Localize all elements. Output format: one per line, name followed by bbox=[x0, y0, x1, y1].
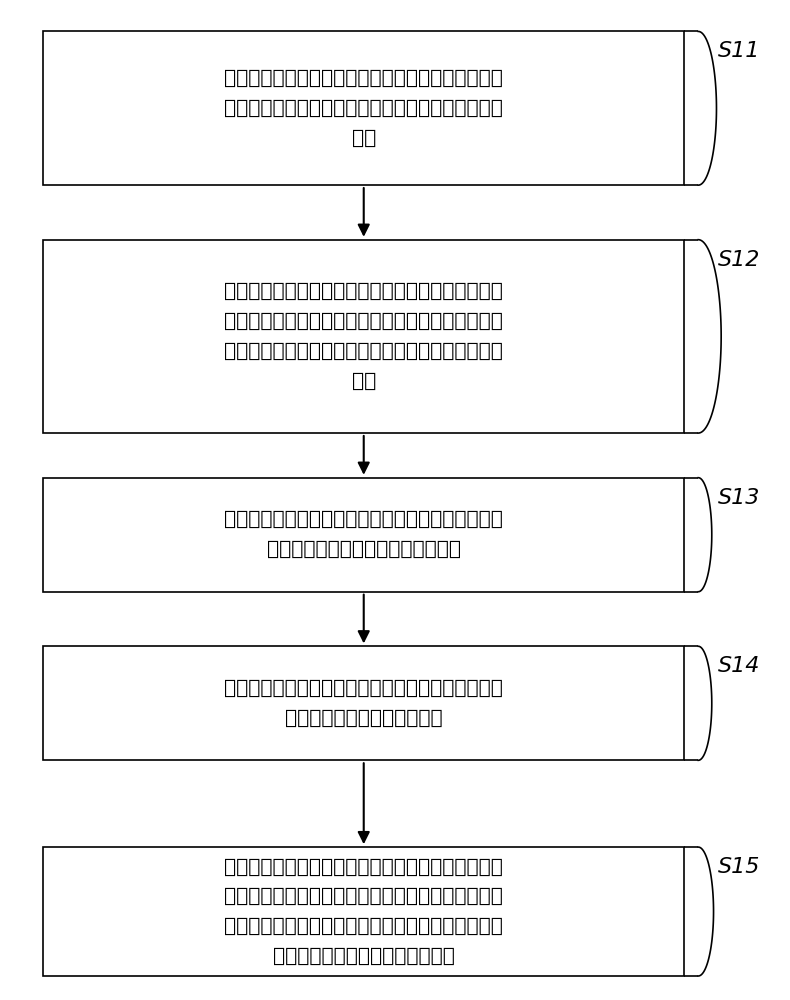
Text: 利用像素坐标数据集合以及机器人末端坐标数据集合: 利用像素坐标数据集合以及机器人末端坐标数据集合 bbox=[224, 510, 503, 529]
Bar bbox=[43, 646, 684, 760]
Text: 少三个点位，其中，相机通过相机夹具固定在机器人: 少三个点位，其中，相机通过相机夹具固定在机器人 bbox=[224, 99, 503, 118]
Text: 一对应的像素坐标数据集合以及机器人末端坐标数据: 一对应的像素坐标数据集合以及机器人末端坐标数据 bbox=[224, 342, 503, 361]
Text: 末端: 末端 bbox=[352, 129, 376, 148]
Text: 得到最优的像素当量以及相机工具: 得到最优的像素当量以及相机工具 bbox=[273, 947, 455, 966]
Text: S14: S14 bbox=[718, 656, 760, 676]
Text: 分别获取机器人带动相机在至少三个点位之间移动后: 分别获取机器人带动相机在至少三个点位之间移动后 bbox=[224, 282, 503, 301]
Bar bbox=[43, 31, 684, 185]
Text: S12: S12 bbox=[718, 250, 760, 270]
Bar bbox=[43, 478, 684, 592]
Text: S11: S11 bbox=[718, 41, 760, 61]
Text: S15: S15 bbox=[718, 857, 760, 877]
Text: 具初值作为迭代初值，利用非线性优化算法迭代寻优: 具初值作为迭代初值，利用非线性优化算法迭代寻优 bbox=[224, 917, 503, 936]
Text: 集合: 集合 bbox=[352, 371, 376, 390]
Text: 根据模板在机器人基坐标系下的坐标始终不变的关系: 根据模板在机器人基坐标系下的坐标始终不变的关系 bbox=[224, 857, 503, 876]
Bar bbox=[43, 847, 684, 976]
Text: S13: S13 bbox=[718, 488, 760, 508]
Text: 通过像素当量初值以及相机工具初值计算模板中心在: 通过像素当量初值以及相机工具初值计算模板中心在 bbox=[224, 679, 503, 698]
Text: 得到的目标坐标数据集合，目标坐标数据集合包括一: 得到的目标坐标数据集合，目标坐标数据集合包括一 bbox=[224, 312, 503, 331]
Text: 计算像素当量初值以及相机工具初值: 计算像素当量初值以及相机工具初值 bbox=[267, 540, 461, 559]
Text: 机器人基坐标系下的坐标数据: 机器人基坐标系下的坐标数据 bbox=[285, 709, 442, 728]
Text: 建立视觉模板，并在机器人的相机视野范围内示教至: 建立视觉模板，并在机器人的相机视野范围内示教至 bbox=[224, 69, 503, 88]
Text: ，构建非线性优化模型，以像素当量初值以及相机工: ，构建非线性优化模型，以像素当量初值以及相机工 bbox=[224, 887, 503, 906]
Bar bbox=[43, 240, 684, 433]
